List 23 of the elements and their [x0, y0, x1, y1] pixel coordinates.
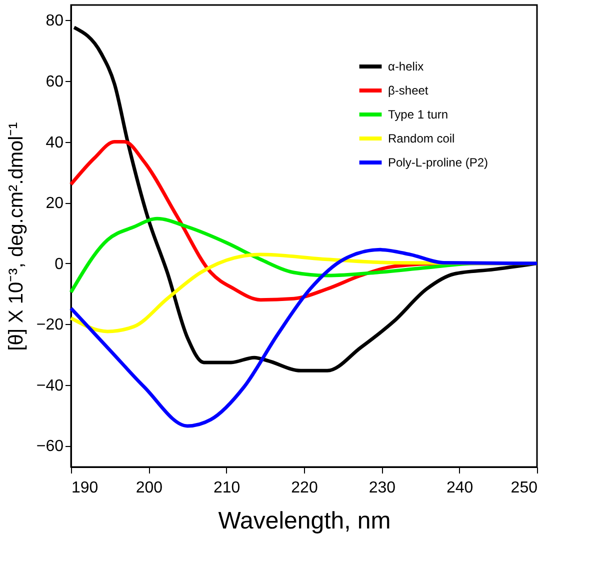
y-tick-label: 40 — [46, 134, 64, 152]
x-tick-label: 210 — [213, 480, 240, 496]
y-tick-label: −40 — [36, 377, 64, 394]
x-tick-label: 250 — [510, 480, 538, 496]
x-axis-title: Wavelength, nm — [218, 508, 391, 534]
line-series — [69, 248, 539, 428]
x-tick-label: 240 — [446, 480, 474, 496]
y-tick-label: 60 — [46, 73, 64, 90]
y-tick-label: 20 — [46, 195, 64, 212]
y-tick-label: −60 — [36, 438, 64, 456]
y-tick-label: 0 — [54, 256, 64, 273]
x-tick-label: 200 — [136, 480, 163, 496]
x-tick-label: 230 — [368, 480, 396, 496]
legend-label: Poly-L-proline (P2) — [388, 156, 488, 170]
y-tick-label: 80 — [46, 12, 64, 30]
y-axis-title: [θ] X 10⁻³, deg.cm².dmol⁻¹ — [5, 122, 28, 351]
legend-label: α-helix — [388, 60, 424, 74]
legend-label: Type 1 turn — [388, 108, 448, 122]
y-tick-label: −20 — [36, 316, 64, 334]
legend-label: Random coil — [388, 132, 455, 146]
legend-label: β-sheet — [388, 84, 429, 98]
x-tick-label: 220 — [291, 480, 318, 496]
x-tick-label: 190 — [72, 480, 98, 496]
